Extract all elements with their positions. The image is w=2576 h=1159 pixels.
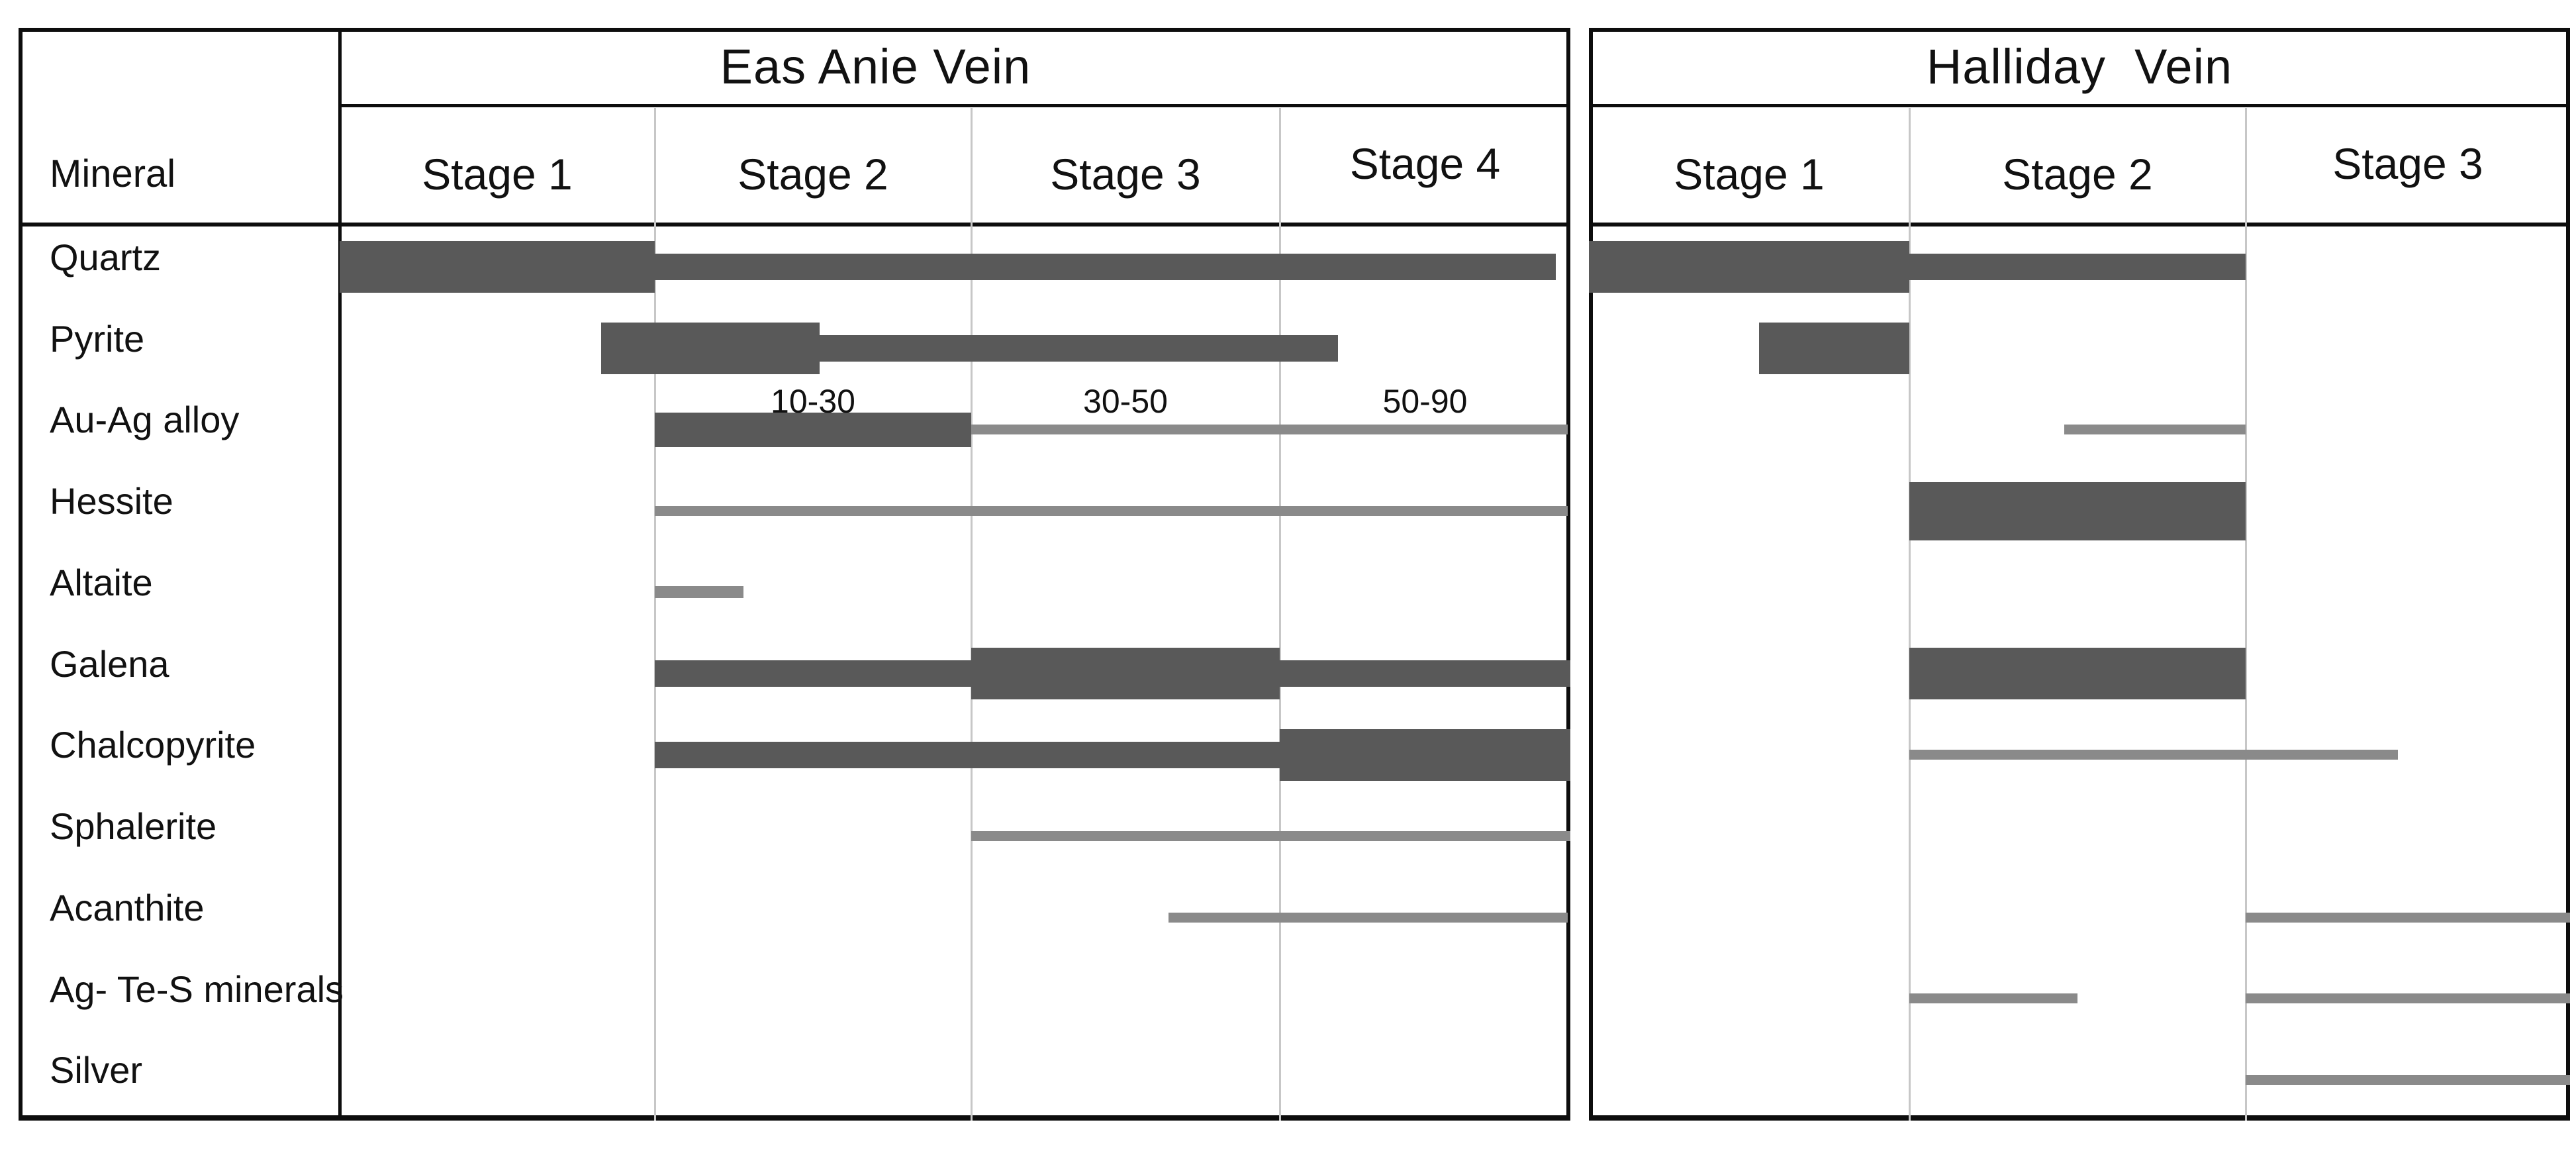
panel-eas-anie-title-underline bbox=[340, 104, 1570, 107]
mineral-label-7: Sphalerite bbox=[50, 805, 217, 848]
mineral-column-header: Mineral bbox=[50, 152, 176, 195]
mineral-column-divider bbox=[338, 28, 342, 1121]
bar-halliday-pyrite-0 bbox=[1758, 323, 1909, 375]
mineral-label-6: Chalcopyrite bbox=[50, 724, 256, 766]
panel-eas-anie-border-left bbox=[19, 28, 23, 1121]
grade-annotation-0: 10-30 bbox=[771, 383, 855, 420]
bar-eas-anie-quartz-1 bbox=[655, 254, 1556, 281]
panel-halliday-border-bottom bbox=[1589, 1115, 2570, 1121]
bar-eas-anie-acanthite-0 bbox=[1169, 912, 1568, 923]
bar-halliday-ag-te-s-minerals-0 bbox=[1909, 993, 2077, 1004]
grade-annotation-1: 30-50 bbox=[1083, 383, 1168, 420]
stage-divider-eas-anie-3 bbox=[1279, 108, 1281, 1121]
bar-halliday-chalcopyrite-0 bbox=[1909, 750, 2399, 760]
stage-divider-eas-anie-2 bbox=[971, 108, 973, 1121]
bar-eas-anie-sphalerite-0 bbox=[971, 831, 1570, 841]
bar-halliday-ag-te-s-minerals-1 bbox=[2246, 993, 2570, 1004]
panel-halliday-header-underline bbox=[1589, 223, 2570, 227]
stage-header-eas-anie-3: Stage 3 bbox=[1050, 150, 1201, 199]
vein-title-halliday: Halliday Vein bbox=[1926, 39, 2233, 94]
stage-divider-eas-anie-1 bbox=[654, 108, 656, 1121]
bar-eas-anie-chalcopyrite-0 bbox=[655, 741, 1280, 768]
bar-halliday-au-ag-alloy-0 bbox=[2064, 425, 2246, 435]
bar-eas-anie-pyrite-1 bbox=[819, 335, 1338, 362]
bar-eas-anie-pyrite-0 bbox=[601, 323, 820, 375]
bar-halliday-quartz-0 bbox=[1589, 241, 1909, 293]
mineral-label-4: Altaite bbox=[50, 561, 153, 603]
bar-halliday-acanthite-0 bbox=[2246, 912, 2570, 923]
mineral-label-1: Pyrite bbox=[50, 317, 145, 360]
stage-header-halliday-1: Stage 1 bbox=[1674, 150, 1825, 199]
bar-halliday-silver-0 bbox=[2246, 1075, 2570, 1085]
bar-eas-anie-galena-2 bbox=[1280, 660, 1570, 687]
panel-eas-anie-border-bottom bbox=[19, 1115, 1570, 1121]
vein-title-eas-anie: Eas Anie Vein bbox=[720, 39, 1031, 94]
mineral-label-3: Hessite bbox=[50, 480, 173, 523]
mineral-label-5: Galena bbox=[50, 642, 169, 685]
stage-header-halliday-2: Stage 2 bbox=[2002, 150, 2153, 199]
mineral-label-10: Silver bbox=[50, 1049, 143, 1091]
grade-annotation-2: 50-90 bbox=[1382, 383, 1468, 420]
panel-halliday-title-underline bbox=[1589, 104, 2570, 107]
bar-eas-anie-galena-0 bbox=[655, 660, 971, 687]
bar-eas-anie-au-ag-alloy-1 bbox=[971, 425, 1568, 435]
stage-header-eas-anie-2: Stage 2 bbox=[738, 150, 888, 199]
bar-eas-anie-quartz-0 bbox=[340, 241, 655, 293]
mineral-label-8: Acanthite bbox=[50, 886, 205, 929]
bar-eas-anie-altaite-0 bbox=[655, 586, 743, 599]
panel-halliday-border-left bbox=[1589, 28, 1593, 1121]
bar-eas-anie-galena-1 bbox=[971, 648, 1280, 699]
stage-header-halliday-3: Stage 3 bbox=[2332, 139, 2483, 188]
stage-header-eas-anie-4: Stage 4 bbox=[1349, 139, 1501, 188]
bar-halliday-quartz-1 bbox=[1909, 254, 2246, 281]
mineral-label-0: Quartz bbox=[50, 236, 162, 278]
panel-halliday-border-right bbox=[2566, 28, 2570, 1121]
stage-divider-halliday-2 bbox=[2245, 108, 2247, 1121]
panel-eas-anie-border-right bbox=[1566, 28, 1570, 1121]
bar-eas-anie-chalcopyrite-1 bbox=[1280, 729, 1570, 781]
mineral-label-2: Au-Ag alloy bbox=[50, 399, 240, 441]
stage-header-eas-anie-1: Stage 1 bbox=[422, 150, 573, 199]
panel-eas-anie-border-top bbox=[19, 28, 1570, 32]
panel-halliday-border-top bbox=[1589, 28, 2570, 32]
stage-divider-halliday-1 bbox=[1909, 108, 1911, 1121]
bar-eas-anie-hessite-0 bbox=[655, 506, 1568, 517]
mineral-label-9: Ag- Te-S minerals bbox=[50, 968, 344, 1010]
bar-halliday-hessite-0 bbox=[1909, 481, 2246, 540]
panel-eas-anie-header-underline bbox=[19, 223, 1570, 227]
bar-eas-anie-au-ag-alloy-0 bbox=[655, 412, 971, 447]
bar-halliday-galena-0 bbox=[1909, 648, 2246, 699]
